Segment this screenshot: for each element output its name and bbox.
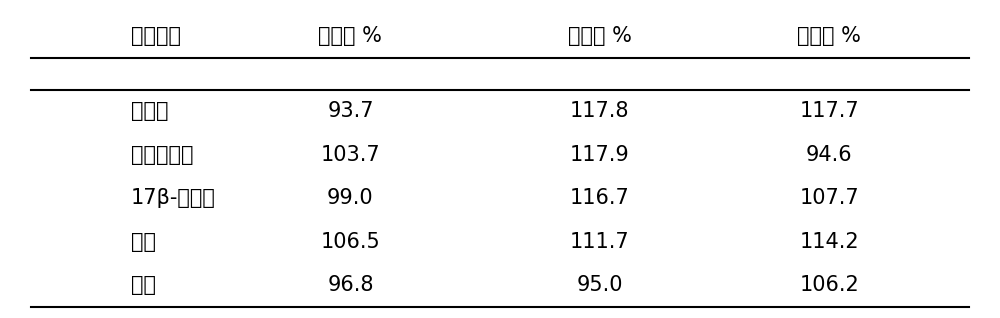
- Text: 氢化可的松: 氢化可的松: [131, 145, 194, 165]
- Text: 114.2: 114.2: [799, 232, 859, 252]
- Text: 106.5: 106.5: [321, 232, 380, 252]
- Text: 103.7: 103.7: [321, 145, 380, 165]
- Text: 雌三醇: 雌三醇: [131, 101, 169, 121]
- Text: 低浓度 %: 低浓度 %: [318, 26, 382, 46]
- Text: 117.8: 117.8: [570, 101, 629, 121]
- Text: 117.9: 117.9: [570, 145, 630, 165]
- Text: 17β-雌二醇: 17β-雌二醇: [131, 188, 216, 208]
- Text: 96.8: 96.8: [327, 275, 374, 295]
- Text: 117.7: 117.7: [799, 101, 859, 121]
- Text: 中浓度 %: 中浓度 %: [568, 26, 632, 46]
- Text: 高浓度 %: 高浓度 %: [797, 26, 861, 46]
- Text: 99.0: 99.0: [327, 188, 374, 208]
- Text: 孕酮: 孕酮: [131, 275, 156, 295]
- Text: 95.0: 95.0: [576, 275, 623, 295]
- Text: 116.7: 116.7: [570, 188, 630, 208]
- Text: 106.2: 106.2: [799, 275, 859, 295]
- Text: 93.7: 93.7: [327, 101, 374, 121]
- Text: 留体激素: 留体激素: [131, 26, 181, 46]
- Text: 94.6: 94.6: [806, 145, 852, 165]
- Text: 107.7: 107.7: [799, 188, 859, 208]
- Text: 睾酮: 睾酮: [131, 232, 156, 252]
- Text: 111.7: 111.7: [570, 232, 630, 252]
